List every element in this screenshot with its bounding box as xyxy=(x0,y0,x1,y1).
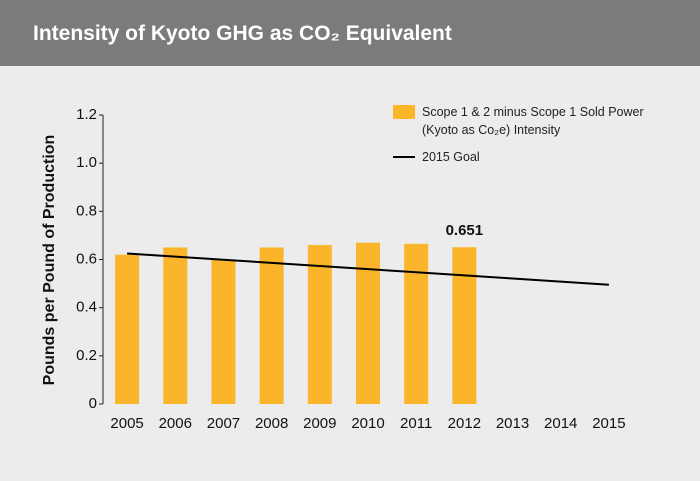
x-tick-label: 2010 xyxy=(351,415,384,432)
bar xyxy=(259,247,284,404)
x-tick-label: 2014 xyxy=(544,415,577,432)
x-tick-label: 2011 xyxy=(400,415,432,432)
y-tick-label: 0.4 xyxy=(76,299,97,316)
data-label: 0.651 xyxy=(446,222,484,239)
x-tick-label: 2015 xyxy=(592,415,625,432)
bar xyxy=(452,247,477,404)
bar xyxy=(115,254,140,404)
chart-title: Intensity of Kyoto GHG as CO₂ Equivalent xyxy=(33,22,452,45)
x-tick-label: 2005 xyxy=(110,415,143,432)
y-tick-label: 0 xyxy=(89,395,97,412)
bar xyxy=(307,245,332,404)
x-tick-label: 2009 xyxy=(303,415,336,432)
y-axis-label: Pounds per Pound of Production xyxy=(41,135,58,386)
x-tick-label: 2007 xyxy=(207,415,240,432)
x-tick-label: 2006 xyxy=(159,415,192,432)
bar xyxy=(211,259,236,404)
header-bar xyxy=(0,0,700,66)
legend-label: Scope 1 & 2 minus Scope 1 Sold Power (Ky… xyxy=(422,105,644,137)
x-tick-label: 2013 xyxy=(496,415,529,432)
y-tick-label: 1.0 xyxy=(76,154,97,171)
legend-label: 2015 Goal xyxy=(422,150,480,164)
legend-swatch xyxy=(393,105,415,119)
bar xyxy=(356,242,380,404)
x-tick-label: 2012 xyxy=(448,415,481,432)
x-tick-label: 2008 xyxy=(255,415,288,432)
goal-line xyxy=(127,252,609,286)
y-tick-label: 0.6 xyxy=(76,250,97,267)
y-tick-label: 1.2 xyxy=(76,106,97,123)
bar xyxy=(163,247,188,404)
bar xyxy=(404,243,429,404)
y-tick-label: 0.8 xyxy=(76,202,97,219)
y-tick-label: 0.2 xyxy=(76,347,97,364)
